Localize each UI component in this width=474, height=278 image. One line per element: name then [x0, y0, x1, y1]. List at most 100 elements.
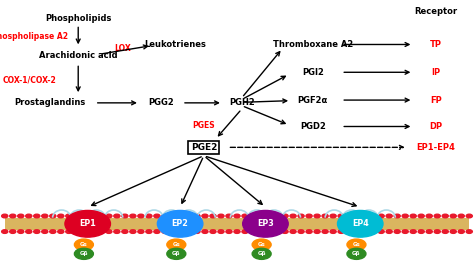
Circle shape — [154, 230, 160, 234]
Circle shape — [146, 214, 152, 218]
Circle shape — [298, 230, 304, 234]
Circle shape — [186, 214, 192, 218]
Circle shape — [34, 230, 40, 234]
Circle shape — [194, 214, 200, 218]
Circle shape — [306, 230, 312, 234]
Circle shape — [314, 230, 320, 234]
Text: PGH2: PGH2 — [229, 98, 255, 107]
Circle shape — [90, 214, 96, 218]
Text: FP: FP — [430, 96, 442, 105]
Circle shape — [258, 214, 264, 218]
Circle shape — [65, 210, 110, 237]
Circle shape — [450, 214, 456, 218]
Circle shape — [243, 210, 288, 237]
Text: EP1-EP4: EP1-EP4 — [417, 143, 456, 152]
Circle shape — [234, 214, 240, 218]
Circle shape — [178, 230, 184, 234]
Circle shape — [330, 214, 336, 218]
Circle shape — [106, 230, 112, 234]
Circle shape — [167, 248, 186, 259]
Circle shape — [434, 214, 440, 218]
Circle shape — [234, 230, 240, 234]
Circle shape — [458, 214, 465, 218]
Text: Arachidonic acid: Arachidonic acid — [39, 51, 118, 60]
Circle shape — [354, 214, 360, 218]
Circle shape — [338, 230, 344, 234]
Text: Prostaglandins: Prostaglandins — [14, 98, 85, 107]
Circle shape — [458, 230, 465, 234]
Circle shape — [362, 214, 368, 218]
Circle shape — [74, 230, 80, 234]
Text: IP: IP — [431, 68, 441, 77]
Text: Phospholipase A2: Phospholipase A2 — [0, 32, 68, 41]
Circle shape — [2, 230, 8, 234]
Circle shape — [290, 214, 296, 218]
Circle shape — [266, 214, 272, 218]
Circle shape — [298, 214, 304, 218]
Circle shape — [274, 214, 280, 218]
Circle shape — [9, 214, 16, 218]
Circle shape — [322, 214, 328, 218]
Text: Gs: Gs — [353, 242, 360, 247]
Text: PGD2: PGD2 — [300, 122, 326, 131]
Circle shape — [122, 230, 128, 234]
Circle shape — [162, 214, 168, 218]
Circle shape — [418, 214, 424, 218]
Text: LOX: LOX — [114, 44, 131, 53]
Circle shape — [250, 214, 256, 218]
Circle shape — [26, 214, 32, 218]
Circle shape — [58, 230, 64, 234]
Text: EP2: EP2 — [172, 219, 189, 228]
Circle shape — [466, 230, 472, 234]
Text: PGG2: PGG2 — [148, 98, 174, 107]
Circle shape — [122, 214, 128, 218]
Text: EP4: EP4 — [352, 219, 369, 228]
Circle shape — [402, 230, 408, 234]
Circle shape — [354, 230, 360, 234]
Text: PGI2: PGI2 — [302, 68, 324, 77]
Text: EP1: EP1 — [79, 219, 96, 228]
Circle shape — [370, 230, 376, 234]
Circle shape — [66, 230, 72, 234]
Circle shape — [130, 214, 136, 218]
Circle shape — [178, 214, 184, 218]
Text: Thromboxane A2: Thromboxane A2 — [273, 40, 353, 49]
Circle shape — [282, 230, 288, 234]
Circle shape — [242, 230, 248, 234]
Circle shape — [210, 230, 216, 234]
Text: PGES: PGES — [192, 121, 215, 130]
Circle shape — [186, 230, 192, 234]
Circle shape — [42, 214, 48, 218]
Circle shape — [402, 214, 408, 218]
Circle shape — [266, 230, 272, 234]
Circle shape — [82, 230, 88, 234]
Circle shape — [90, 230, 96, 234]
Circle shape — [306, 214, 312, 218]
Circle shape — [98, 214, 104, 218]
Circle shape — [9, 230, 16, 234]
Text: Receptor: Receptor — [415, 7, 457, 16]
Circle shape — [386, 230, 392, 234]
Circle shape — [194, 230, 200, 234]
Circle shape — [346, 230, 352, 234]
Text: PGF2α: PGF2α — [298, 96, 328, 105]
Circle shape — [290, 230, 296, 234]
Circle shape — [370, 214, 376, 218]
Text: Leukotrienes: Leukotrienes — [145, 40, 206, 49]
Circle shape — [26, 230, 32, 234]
Circle shape — [114, 214, 120, 218]
Bar — [5, 218, 469, 230]
Circle shape — [418, 230, 424, 234]
Text: Gs: Gs — [258, 242, 265, 247]
Text: EP3: EP3 — [257, 219, 274, 228]
Circle shape — [202, 214, 208, 218]
Circle shape — [250, 230, 256, 234]
Circle shape — [394, 230, 400, 234]
Circle shape — [386, 214, 392, 218]
Circle shape — [258, 230, 264, 234]
Circle shape — [82, 214, 88, 218]
Circle shape — [330, 230, 336, 234]
Circle shape — [74, 239, 93, 250]
Circle shape — [442, 214, 448, 218]
Text: Phospholipids: Phospholipids — [45, 14, 111, 23]
